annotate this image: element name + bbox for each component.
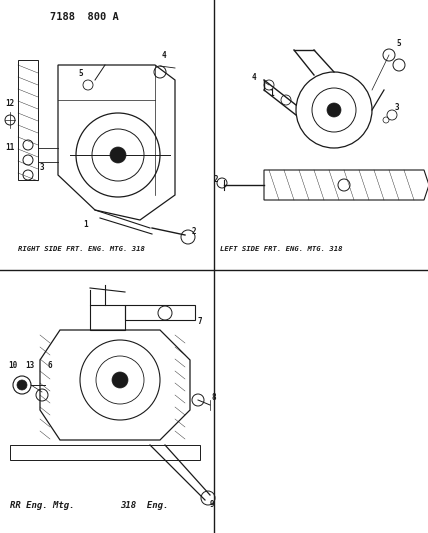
Text: 7188  800 A: 7188 800 A — [50, 12, 119, 22]
Text: 4: 4 — [251, 74, 256, 83]
Text: 1: 1 — [83, 220, 88, 229]
Text: 6: 6 — [48, 360, 53, 369]
Text: 3: 3 — [395, 103, 400, 112]
Circle shape — [112, 372, 128, 388]
Text: 3: 3 — [40, 163, 45, 172]
Circle shape — [327, 103, 341, 117]
Text: RIGHT SIDE FRT. ENG. MTG. 318: RIGHT SIDE FRT. ENG. MTG. 318 — [18, 246, 145, 252]
Text: RR Eng. Mtg.: RR Eng. Mtg. — [10, 501, 74, 510]
Text: 8: 8 — [212, 393, 217, 402]
Circle shape — [17, 380, 27, 390]
Circle shape — [23, 170, 33, 180]
Text: LEFT SIDE FRT. ENG. MTG. 318: LEFT SIDE FRT. ENG. MTG. 318 — [220, 246, 342, 252]
Text: 5: 5 — [78, 69, 83, 78]
Text: 9: 9 — [210, 500, 214, 509]
Text: 5: 5 — [396, 39, 401, 48]
Text: 4: 4 — [162, 51, 166, 60]
Text: 2: 2 — [192, 228, 196, 237]
Text: 318  Eng.: 318 Eng. — [120, 501, 168, 510]
Text: 10: 10 — [8, 360, 17, 369]
Circle shape — [23, 140, 33, 150]
Circle shape — [23, 155, 33, 165]
Circle shape — [110, 147, 126, 163]
Text: 13: 13 — [25, 360, 34, 369]
Text: 12: 12 — [5, 99, 14, 108]
Text: 1: 1 — [269, 90, 274, 99]
Text: 7: 7 — [198, 318, 202, 327]
Text: 11: 11 — [6, 143, 15, 152]
Text: 2: 2 — [214, 175, 218, 184]
